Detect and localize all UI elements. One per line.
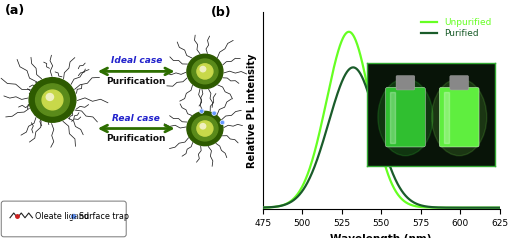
Purified [438,206,444,209]
Circle shape [191,116,217,141]
Unpurified [366,99,373,102]
Unpurified [320,113,326,115]
Purified [259,206,265,209]
Text: Purification: Purification [106,77,165,86]
Purified [320,138,326,141]
Text: Real case: Real case [112,114,160,123]
Circle shape [46,94,53,100]
Circle shape [196,121,212,136]
Purified [417,204,423,207]
Text: Purification: Purification [106,134,165,144]
Purified [366,99,373,101]
Text: Ideal case: Ideal case [110,56,161,65]
Circle shape [220,121,223,124]
Circle shape [191,59,217,84]
Unpurified [438,206,444,209]
Unpurified [417,206,423,208]
Text: Oleate ligand: Oleate ligand [35,212,89,221]
Unpurified [496,206,502,209]
Line: Purified: Purified [262,67,499,208]
Circle shape [200,66,205,72]
Purified [350,66,356,69]
Purified [399,191,405,194]
Circle shape [200,124,205,129]
Text: Surface trap: Surface trap [78,212,128,221]
Circle shape [200,109,203,113]
Y-axis label: Relative PL intensity: Relative PL intensity [246,54,257,168]
Text: (a): (a) [5,4,25,17]
Circle shape [187,54,222,89]
Unpurified [345,30,351,33]
FancyBboxPatch shape [1,201,126,237]
Unpurified [399,198,405,201]
Circle shape [29,78,76,122]
Circle shape [42,90,63,110]
Purified [301,186,307,189]
Circle shape [212,112,215,115]
Unpurified [259,206,265,209]
Circle shape [187,111,222,146]
X-axis label: Wavelength (nm): Wavelength (nm) [330,234,431,238]
Purified [496,206,502,209]
Circle shape [71,214,76,219]
Unpurified [301,180,307,183]
Text: (b): (b) [210,6,231,19]
Legend: Unpurified, Purified: Unpurified, Purified [416,15,494,42]
Circle shape [196,64,212,79]
Circle shape [36,84,69,116]
Line: Unpurified: Unpurified [262,32,499,208]
